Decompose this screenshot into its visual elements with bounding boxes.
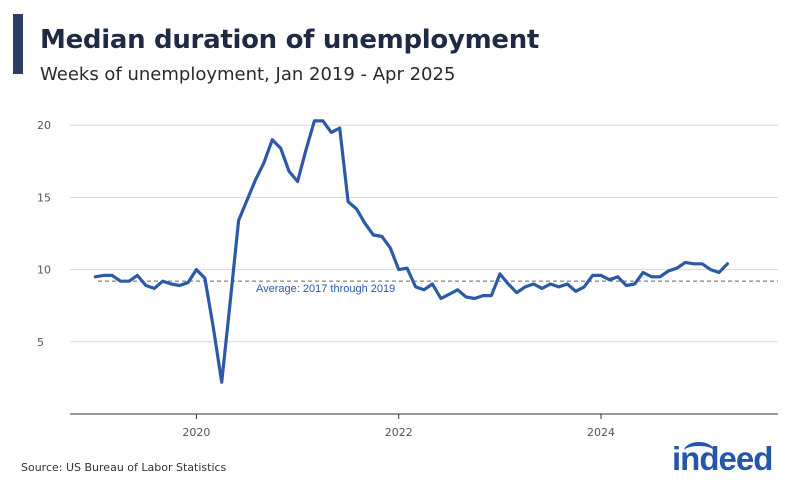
chart-subtitle: Weeks of unemployment, Jan 2019 - Apr 20…: [40, 64, 456, 85]
y-tick-label: 10: [37, 264, 51, 277]
indeed-logo[interactable]: indeed: [672, 440, 773, 478]
y-tick-label: 5: [37, 336, 44, 349]
logo-swoosh-icon: [684, 442, 714, 460]
title-accent-bar: [13, 14, 23, 74]
chart-title: Median duration of unemployment: [40, 25, 540, 55]
grid-layer: [70, 124, 778, 343]
series-line-0: [93, 119, 730, 384]
x-tick-label: 2024: [587, 426, 615, 439]
y-tick-label: 20: [37, 119, 51, 132]
y-tick-label: 15: [37, 191, 51, 204]
reference-layer: Average: 2017 through 2019: [98, 280, 778, 295]
average-reference-label: Average: 2017 through 2019: [256, 283, 395, 295]
source-note: Source: US Bureau of Labor Statistics: [21, 461, 227, 474]
series-layer: [93, 119, 730, 384]
logo-text: indeed: [672, 440, 773, 477]
x-tick-label: 2020: [182, 426, 210, 439]
x-tick-label: 2022: [385, 426, 413, 439]
